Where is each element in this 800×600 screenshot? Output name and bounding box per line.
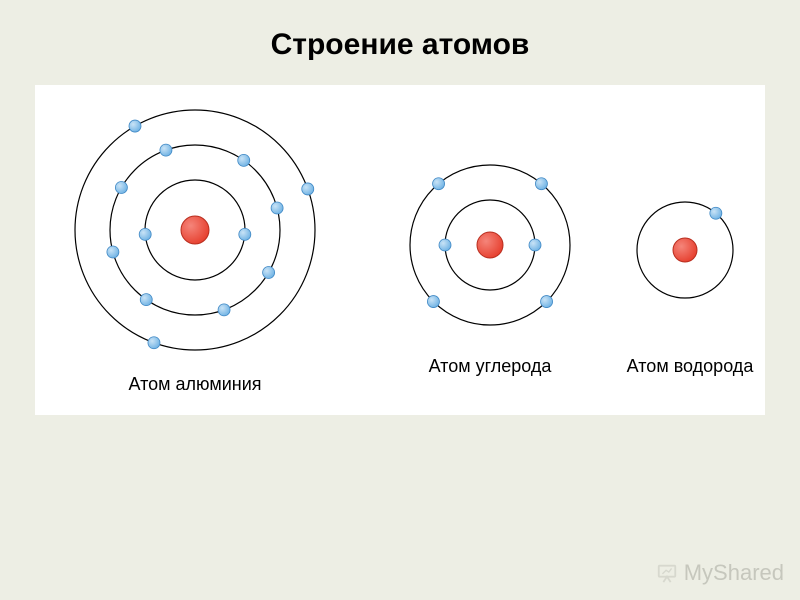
electron [302,183,314,195]
atom-label-hydrogen: Атом водорода [620,355,760,378]
electron [115,182,127,194]
electron [529,239,541,251]
electron [439,239,451,251]
electron [139,228,151,240]
nucleus [673,238,697,262]
electron [271,202,283,214]
diagram-canvas: Атом алюминия Атом углерода Атом водорода [35,85,765,415]
electron [427,296,439,308]
electron [263,267,275,279]
electron [160,144,172,156]
electron [541,296,553,308]
electron [433,178,445,190]
atom-label-aluminium: Атом алюминия [105,373,285,396]
electron [535,178,547,190]
electron [140,294,152,306]
electron [710,207,722,219]
watermark: MyShared [656,560,784,586]
nucleus [477,232,503,258]
electron [239,228,251,240]
nucleus [181,216,209,244]
electron [148,337,160,349]
electron [129,120,141,132]
page-title: Строение атомов [0,0,800,62]
atom-label-carbon: Атом углерода [415,355,565,378]
watermark-suffix: Shared [713,560,784,585]
electron [107,246,119,258]
electron [218,304,230,316]
electron [238,154,250,166]
watermark-prefix: My [684,560,713,585]
presentation-icon [656,562,678,584]
